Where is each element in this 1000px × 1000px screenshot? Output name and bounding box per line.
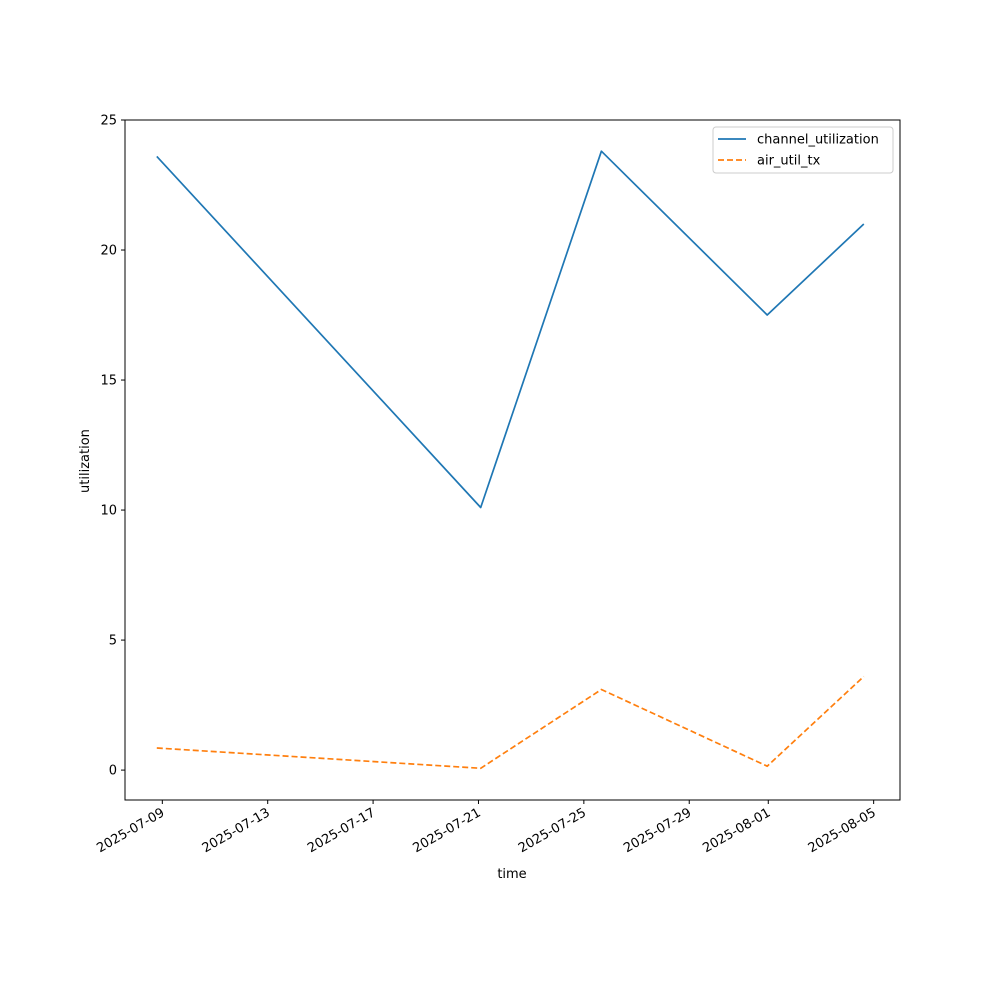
x-axis-label: time	[497, 867, 526, 882]
y-tick-label: 15	[100, 374, 117, 389]
series-line-air-util-tx	[156, 675, 865, 770]
legend-box	[712, 126, 894, 174]
y-tick-label: 5	[109, 634, 117, 649]
y-tick-label: 10	[100, 504, 117, 519]
y-tick-label: 20	[100, 244, 117, 259]
series-line-channel-utilization	[156, 150, 865, 509]
legend-label: channel_utilization	[757, 133, 879, 148]
y-tick-label: 0	[109, 764, 117, 779]
plot-area	[124, 119, 901, 801]
y-axis-label: utilization	[78, 429, 93, 493]
legend: channel_utilization air_util_tx	[712, 126, 894, 174]
y-axis: 0 5 10 15 20 25	[100, 114, 125, 779]
legend-label: air_util_tx	[757, 154, 821, 169]
y-tick-label: 25	[100, 114, 117, 129]
